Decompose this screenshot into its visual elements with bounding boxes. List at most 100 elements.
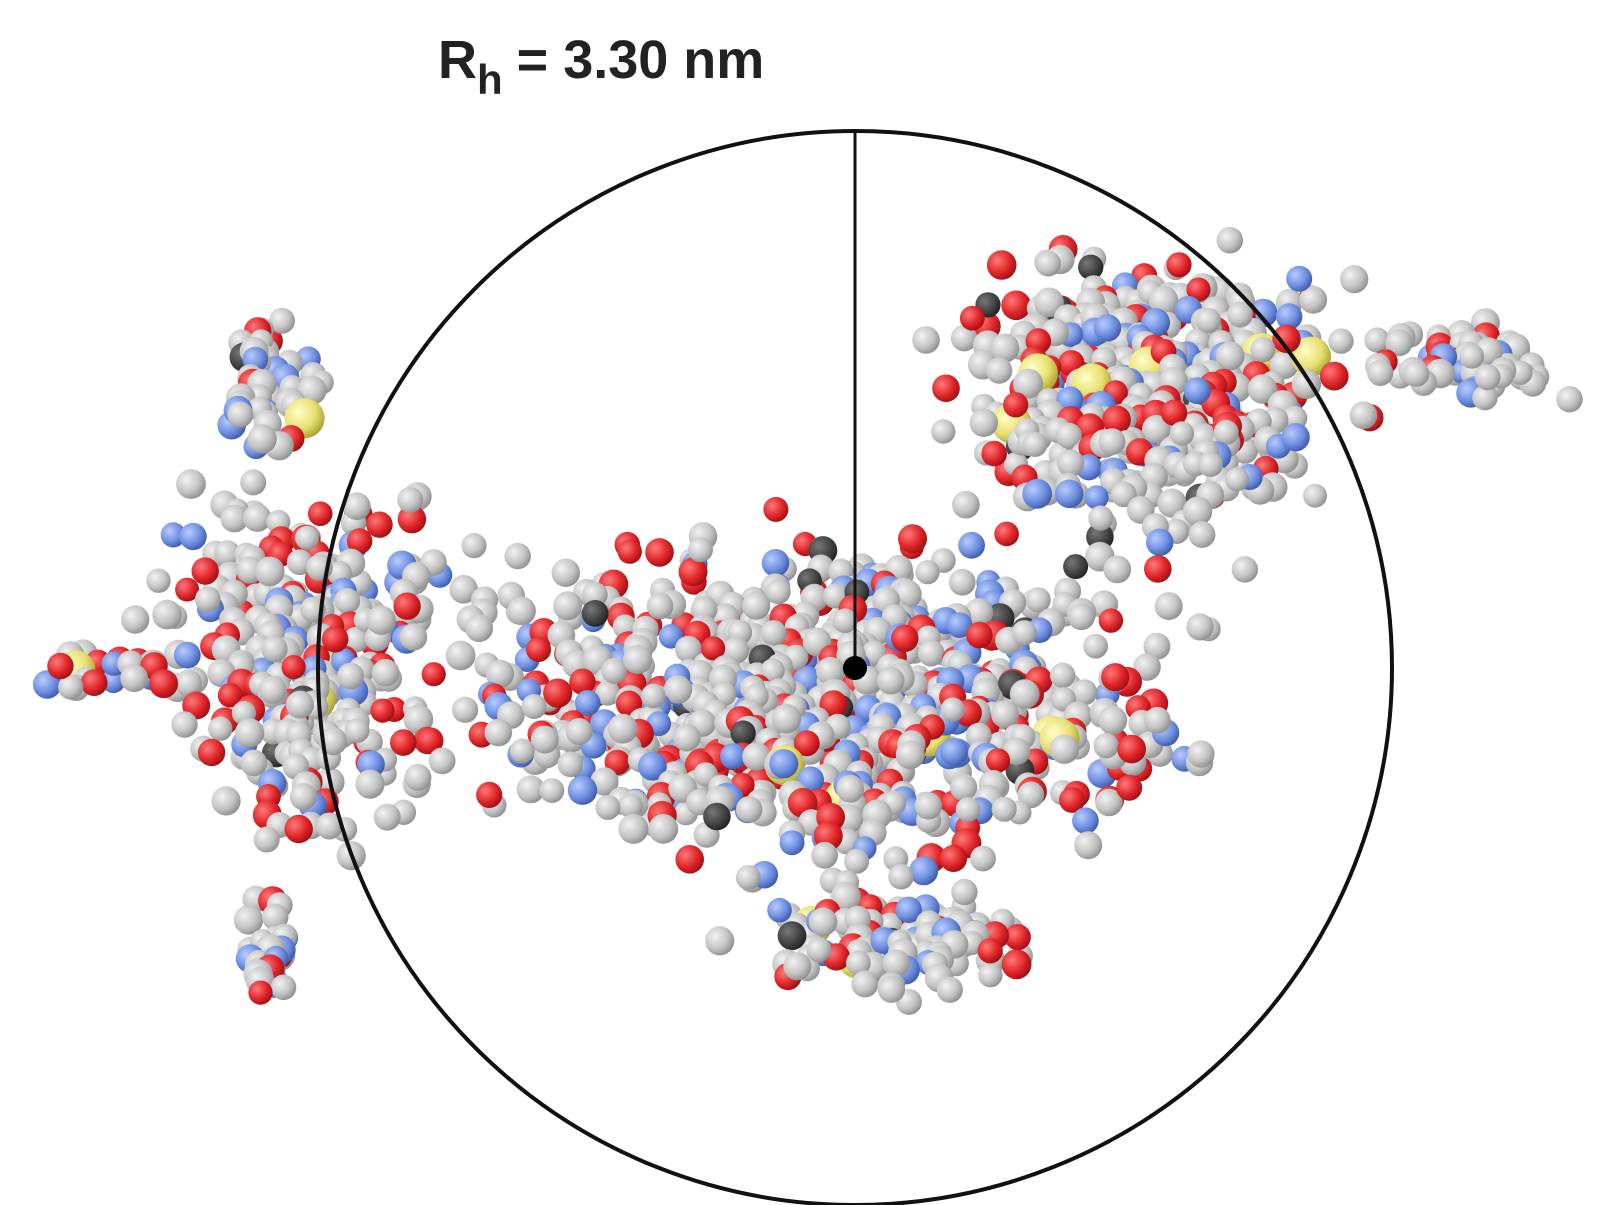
atom xyxy=(888,864,914,890)
atom xyxy=(1198,452,1223,477)
atom xyxy=(1217,227,1244,254)
atom xyxy=(618,539,642,563)
atom xyxy=(641,684,666,709)
atom xyxy=(1250,337,1275,362)
atom xyxy=(766,579,791,604)
atom xyxy=(595,795,620,820)
atom xyxy=(1099,428,1126,455)
atom xyxy=(1146,529,1173,556)
atom xyxy=(259,676,287,704)
atom xyxy=(1183,497,1212,526)
atom xyxy=(1094,314,1121,341)
atom xyxy=(285,815,313,843)
atom xyxy=(772,704,802,734)
atom xyxy=(553,591,582,620)
atom xyxy=(531,726,559,754)
atom xyxy=(736,865,761,890)
atom xyxy=(1367,360,1393,386)
atom xyxy=(505,543,531,569)
atom xyxy=(149,669,178,698)
atom xyxy=(898,524,927,553)
center-dot xyxy=(843,656,867,680)
atom xyxy=(937,977,963,1003)
symbol: R xyxy=(438,30,477,90)
atom xyxy=(952,491,980,519)
atom xyxy=(1303,484,1327,508)
atom xyxy=(552,559,580,587)
atom xyxy=(461,533,486,558)
atom xyxy=(608,714,638,744)
atom xyxy=(992,797,1017,822)
atom xyxy=(1022,479,1052,509)
atom xyxy=(844,849,869,874)
atom xyxy=(393,593,420,620)
atom xyxy=(705,926,734,955)
atom xyxy=(1340,265,1368,293)
atom xyxy=(951,879,977,905)
atom xyxy=(1074,831,1102,859)
atom xyxy=(1055,480,1084,509)
atom xyxy=(1098,706,1127,735)
atom xyxy=(877,667,905,695)
atom xyxy=(1459,344,1484,369)
atom xyxy=(1093,733,1118,758)
atom xyxy=(981,441,1007,467)
atom xyxy=(730,720,755,745)
atom xyxy=(1196,308,1221,333)
atom xyxy=(235,718,264,747)
atom xyxy=(1117,735,1146,764)
atom xyxy=(950,774,977,801)
figure: Rh= 3.30 nm xyxy=(0,0,1616,1205)
atom xyxy=(986,357,1012,383)
atom xyxy=(978,963,1002,987)
atom xyxy=(180,523,207,550)
atom xyxy=(762,549,790,577)
atom xyxy=(566,718,593,745)
atom xyxy=(806,937,831,962)
atom xyxy=(912,326,940,354)
atom xyxy=(240,469,266,495)
atom xyxy=(767,898,792,923)
atom xyxy=(1232,556,1258,582)
atom xyxy=(940,738,968,766)
atom xyxy=(918,640,945,667)
atom xyxy=(248,981,272,1005)
atom xyxy=(970,846,996,872)
atom xyxy=(915,560,939,584)
atom xyxy=(1328,328,1353,353)
atom xyxy=(778,921,807,950)
atom xyxy=(1026,587,1051,612)
atom xyxy=(769,749,798,778)
atom xyxy=(1186,613,1213,640)
atom xyxy=(1144,707,1171,734)
atom xyxy=(1116,775,1142,801)
atom xyxy=(1022,432,1047,457)
atom xyxy=(345,718,370,743)
atom xyxy=(1155,592,1183,620)
atom xyxy=(540,778,565,803)
subscript: h xyxy=(477,56,503,103)
atom xyxy=(703,803,731,831)
atom xyxy=(1103,556,1131,584)
atom xyxy=(949,569,976,596)
atom xyxy=(476,782,502,808)
atom xyxy=(647,593,674,620)
atom xyxy=(212,786,241,815)
atom xyxy=(366,512,392,538)
atom xyxy=(1085,485,1109,509)
atom xyxy=(261,636,287,662)
atom xyxy=(1144,555,1172,583)
atom xyxy=(121,605,149,633)
atom xyxy=(1403,361,1429,387)
atom xyxy=(978,938,1003,963)
atom xyxy=(271,975,297,1001)
atom xyxy=(836,775,864,803)
atom xyxy=(355,770,384,799)
atom xyxy=(522,694,547,719)
atom xyxy=(81,669,108,696)
atom xyxy=(742,592,770,620)
atom xyxy=(941,697,965,721)
atom xyxy=(1350,401,1378,429)
atom xyxy=(366,606,395,635)
atom xyxy=(761,620,787,646)
